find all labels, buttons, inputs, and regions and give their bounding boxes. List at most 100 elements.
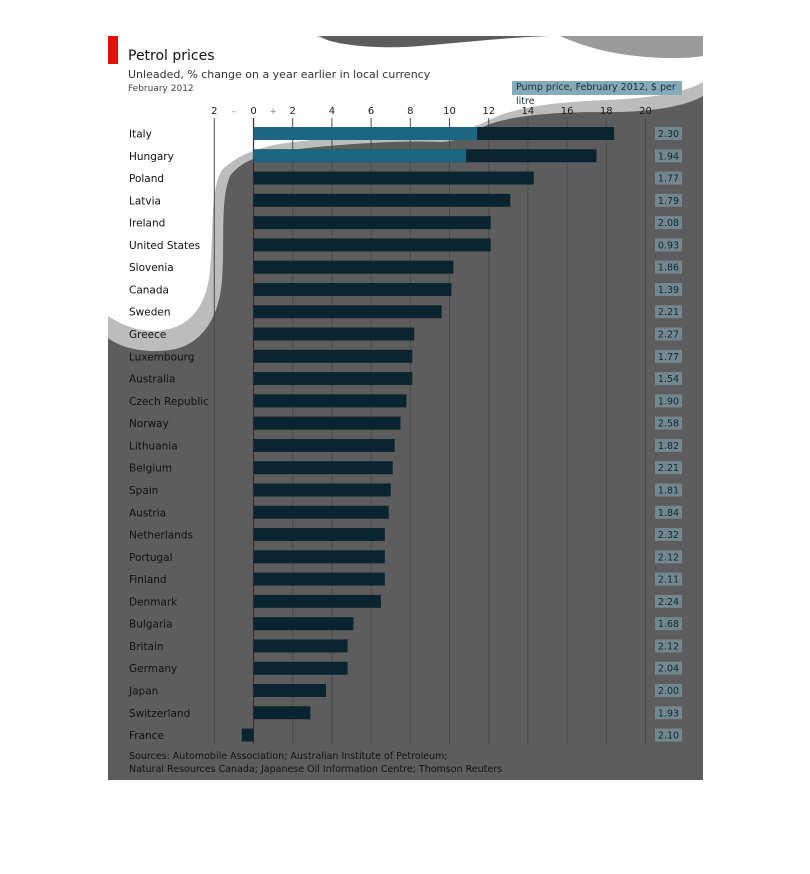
- category-label: Britain: [129, 641, 164, 653]
- pump-price-box: [655, 193, 682, 207]
- category-label: Japan: [128, 686, 158, 698]
- chart-date: February 2012: [128, 84, 194, 94]
- category-label: Belgium: [129, 463, 172, 475]
- pump-price-label: 1.39: [658, 285, 679, 296]
- bar: [253, 483, 391, 497]
- bar: [241, 728, 254, 742]
- sources-note: Sources: Automobile Association; Austral…: [129, 751, 502, 776]
- pump-price-box: [655, 372, 682, 386]
- pump-price-label: 2.04: [658, 664, 679, 675]
- x-tick-label: +: [269, 107, 277, 117]
- bar: [253, 260, 454, 274]
- chart-subtitle: Unleaded, % change on a year earlier in …: [128, 68, 431, 81]
- pump-price-box: [655, 394, 682, 408]
- category-label: Finland: [129, 574, 167, 586]
- pump-price-box: [655, 461, 682, 475]
- category-label: Netherlands: [129, 530, 193, 542]
- pump-price-box: [655, 661, 682, 675]
- pump-price-box: [655, 327, 682, 341]
- pump-price-box: [655, 149, 682, 163]
- x-tick-label: 0: [250, 106, 256, 117]
- x-tick-label: 6: [368, 106, 374, 117]
- x-tick-label: 2: [290, 106, 296, 117]
- pump-price-label: 1.94: [658, 151, 679, 162]
- category-label: Portugal: [129, 552, 173, 564]
- pump-price-label: 2.12: [658, 641, 679, 652]
- category-label: Czech Republic: [129, 396, 209, 408]
- bar: [253, 171, 534, 185]
- pump-price-label: 2.12: [658, 552, 679, 563]
- bar: [253, 617, 354, 631]
- pump-price-header: Pump price, February 2012, $ per litre: [512, 81, 682, 107]
- bar: [253, 305, 442, 319]
- pump-price-box: [655, 171, 682, 185]
- pump-price-box: [655, 550, 682, 564]
- pump-price-box: [655, 728, 682, 742]
- pump-price-box: [655, 416, 682, 430]
- pump-price-box: [655, 238, 682, 252]
- category-label: Ireland: [129, 218, 165, 230]
- bar: [253, 394, 407, 408]
- x-tick-label: 4: [329, 106, 335, 117]
- category-label: Greece: [129, 329, 166, 341]
- bar: [253, 193, 511, 207]
- bar: [253, 349, 413, 363]
- bar: [253, 706, 311, 720]
- pump-price-label: 1.93: [658, 708, 679, 719]
- pump-price-box: [655, 305, 682, 319]
- category-label: Lithuania: [129, 440, 178, 452]
- category-label: Spain: [129, 485, 158, 497]
- bar: [253, 216, 491, 230]
- pump-price-box: [655, 684, 682, 697]
- pump-price-label: 2.30: [658, 129, 679, 140]
- category-label: Germany: [129, 663, 177, 675]
- bar: [253, 461, 393, 475]
- category-label: Norway: [129, 418, 169, 430]
- category-label: Latvia: [129, 195, 161, 207]
- pump-price-box: [655, 282, 682, 296]
- category-label: Austria: [129, 507, 166, 519]
- category-label: France: [129, 730, 164, 742]
- pump-price-label: 1.79: [658, 196, 679, 207]
- pump-price-label: 2.08: [658, 218, 679, 229]
- pump-price-box: [655, 505, 682, 519]
- sources-line-1: Sources: Automobile Association; Austral…: [129, 751, 448, 762]
- pump-price-label: 2.00: [658, 686, 679, 697]
- category-label: Denmark: [129, 596, 178, 608]
- category-label: Australia: [129, 374, 175, 386]
- pump-price-box: [655, 594, 682, 608]
- category-label: Canada: [129, 284, 169, 296]
- pump-price-label: 2.21: [658, 463, 679, 474]
- pump-price-label: 2.21: [658, 307, 679, 318]
- x-tick-label: 10: [443, 106, 456, 117]
- bar: [253, 550, 385, 564]
- category-label: Hungary: [129, 151, 174, 163]
- x-tick-label: 16: [561, 106, 574, 117]
- pump-price-label: 2.10: [658, 731, 679, 742]
- x-tick-label: 2: [211, 106, 217, 117]
- pump-price-box: [655, 438, 682, 452]
- bar: [253, 661, 348, 675]
- category-label: Poland: [129, 173, 164, 185]
- pump-price-box: [655, 483, 682, 497]
- pump-price-label: 1.81: [658, 485, 679, 496]
- pump-price-label: 2.58: [658, 419, 679, 430]
- accent-bar: [108, 36, 118, 64]
- pump-price-box: [655, 127, 682, 140]
- category-label: Switzerland: [129, 708, 190, 720]
- pump-price-label: 2.24: [658, 597, 679, 608]
- pump-price-box: [655, 260, 682, 274]
- pump-price-label: 1.54: [658, 374, 679, 385]
- bar: [253, 372, 413, 386]
- bar: [253, 572, 385, 586]
- bar: [253, 238, 491, 252]
- pump-price-box: [655, 617, 682, 631]
- chart-title: Petrol prices: [128, 48, 215, 64]
- pump-price-label: 1.77: [658, 174, 679, 185]
- pump-price-label: 1.77: [658, 352, 679, 363]
- bar-highlight: [253, 127, 478, 140]
- bar: [253, 528, 385, 542]
- x-tick-label: –: [232, 107, 237, 117]
